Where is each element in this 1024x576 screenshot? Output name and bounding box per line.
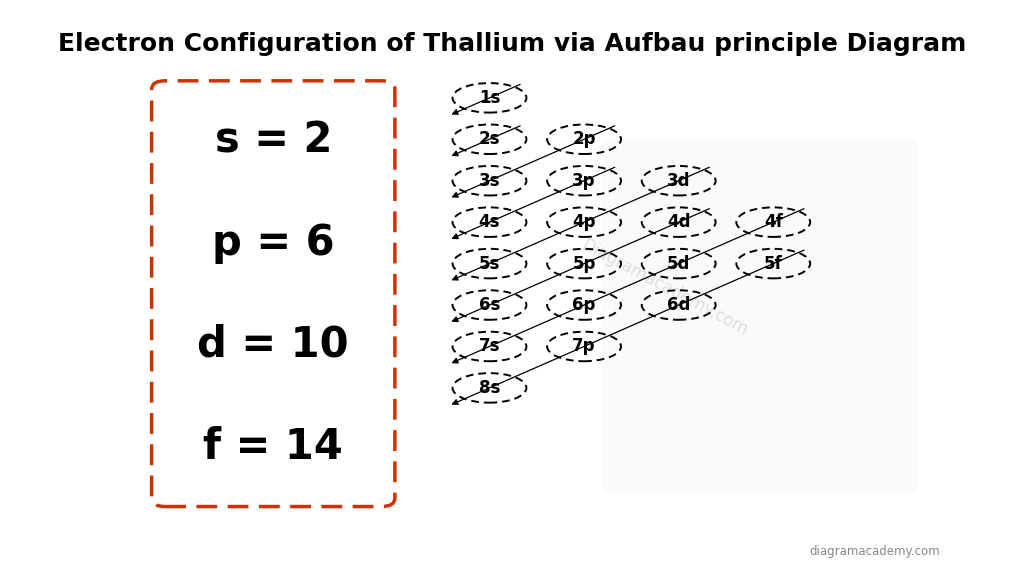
Text: s = 2: s = 2 — [215, 119, 332, 161]
Text: 5s: 5s — [479, 255, 500, 272]
Text: 2s: 2s — [479, 130, 501, 148]
Text: Diagramacademy.com: Diagramacademy.com — [579, 236, 752, 340]
Text: 5p: 5p — [572, 255, 596, 272]
Text: 5f: 5f — [764, 255, 782, 272]
Text: 5d: 5d — [667, 255, 690, 272]
Text: 7p: 7p — [572, 338, 596, 355]
Text: 4d: 4d — [667, 213, 690, 231]
Text: 7s: 7s — [479, 338, 501, 355]
Text: f = 14: f = 14 — [204, 426, 343, 468]
Text: 3s: 3s — [479, 172, 501, 190]
Text: 4s: 4s — [479, 213, 501, 231]
Text: d = 10: d = 10 — [198, 324, 349, 366]
Text: 1s: 1s — [479, 89, 500, 107]
Text: 2p: 2p — [572, 130, 596, 148]
Text: 6s: 6s — [479, 296, 500, 314]
Text: 3d: 3d — [667, 172, 690, 190]
Text: diagramacademy.com: diagramacademy.com — [809, 545, 940, 558]
Text: 3p: 3p — [572, 172, 596, 190]
Text: 6d: 6d — [667, 296, 690, 314]
Text: p = 6: p = 6 — [212, 222, 335, 264]
Text: 4f: 4f — [764, 213, 782, 231]
FancyBboxPatch shape — [602, 141, 918, 492]
Text: 4p: 4p — [572, 213, 596, 231]
Text: 8s: 8s — [479, 379, 500, 397]
Text: Electron Configuration of Thallium via Aufbau principle Diagram: Electron Configuration of Thallium via A… — [57, 32, 967, 56]
Text: 6p: 6p — [572, 296, 596, 314]
